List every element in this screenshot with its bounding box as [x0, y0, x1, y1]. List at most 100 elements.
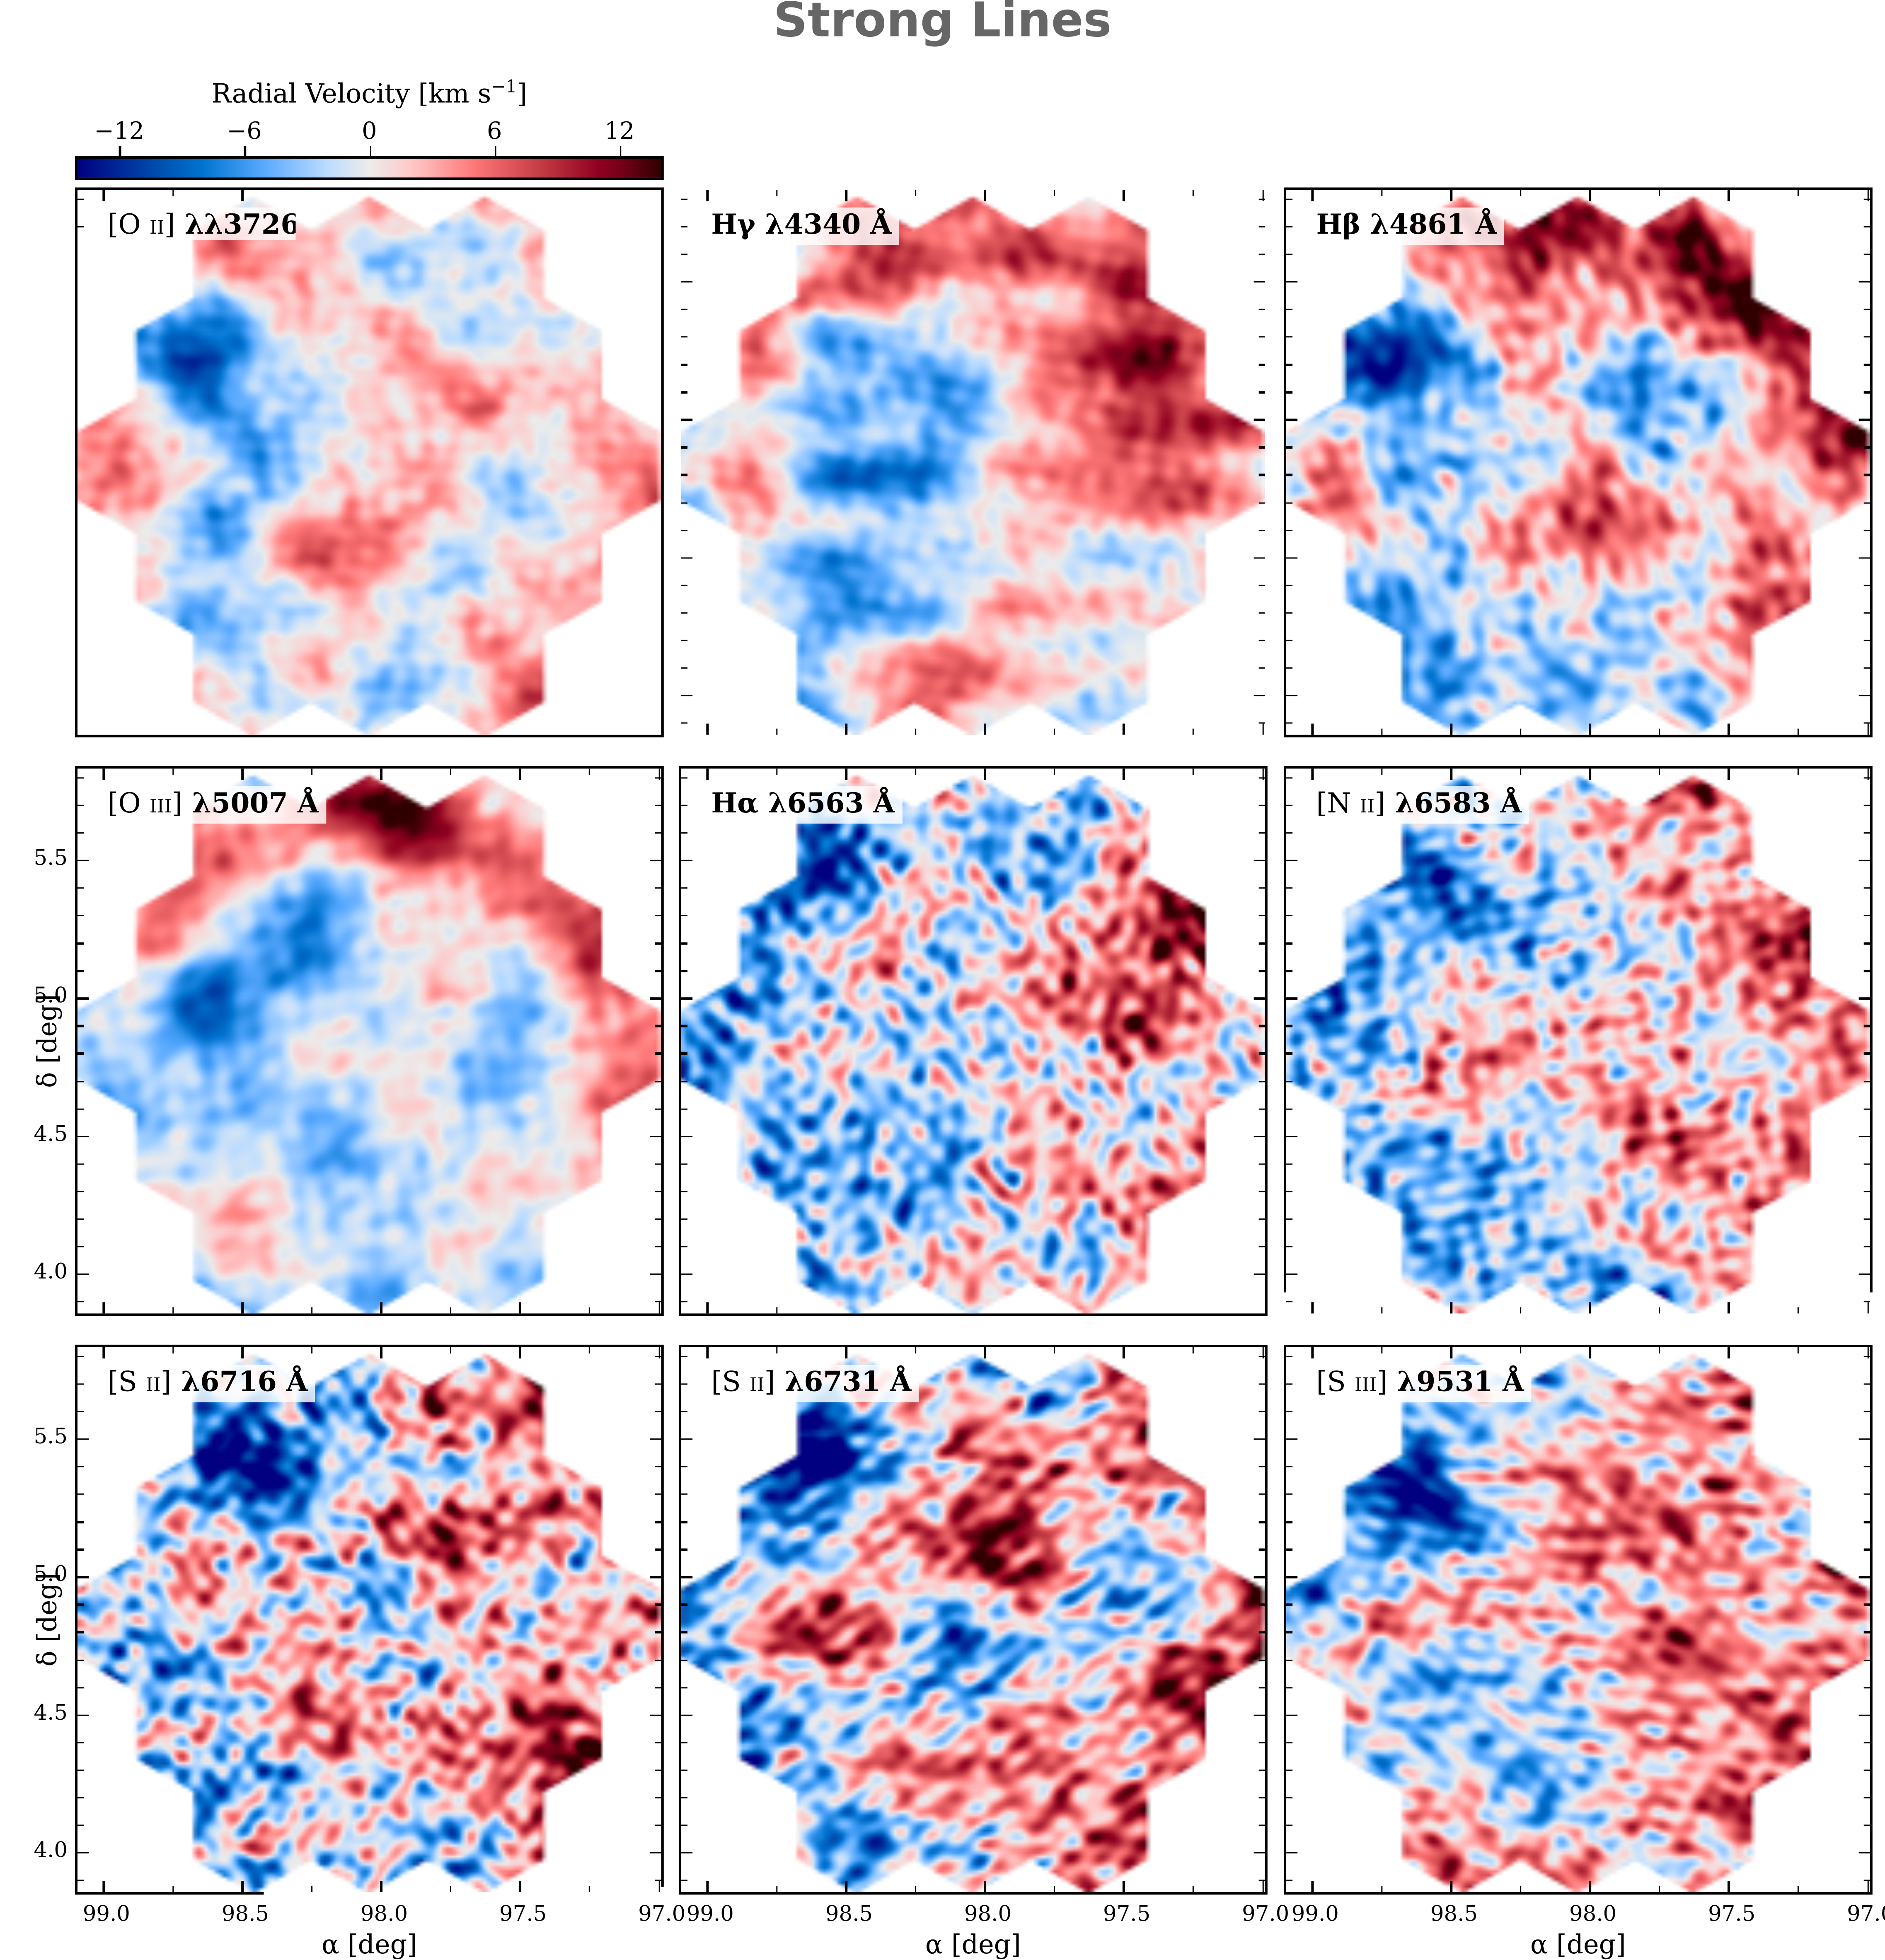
- axis-tick: [681, 1852, 692, 1854]
- label-ion: [N: [1316, 788, 1351, 819]
- axis-tick: [1312, 1881, 1313, 1892]
- axis-tick: [77, 667, 84, 669]
- axis-tick: [242, 769, 243, 780]
- axis-tick: [77, 364, 84, 365]
- y-tick-label: 4.5: [34, 1122, 68, 1147]
- axis-tick: [1193, 769, 1194, 775]
- axis-tick: [450, 1347, 452, 1353]
- axis-tick: [1728, 1881, 1730, 1892]
- axis-tick: [77, 1163, 84, 1165]
- axis-tick: [1659, 769, 1660, 775]
- axis-tick: [1659, 729, 1660, 735]
- axis-tick: [1259, 1742, 1265, 1743]
- axis-tick: [681, 887, 687, 889]
- axis-tick: [1589, 1881, 1591, 1892]
- axis-tick: [1259, 198, 1265, 200]
- axis-tick: [1286, 1108, 1292, 1110]
- axis-tick: [77, 943, 84, 944]
- axis-tick: [77, 1769, 84, 1771]
- axis-tick: [650, 1136, 661, 1137]
- axis-tick: [655, 1659, 661, 1661]
- axis-tick: [77, 1080, 84, 1082]
- axis-tick: [655, 474, 661, 476]
- axis-tick: [1659, 1307, 1660, 1313]
- axis-tick: [655, 1521, 661, 1523]
- axis-tick: [77, 502, 84, 503]
- axis-tick: [984, 769, 986, 780]
- axis-tick: [1254, 281, 1265, 283]
- axis-tick: [655, 1411, 661, 1413]
- axis-tick: [519, 724, 521, 735]
- axis-tick: [1589, 190, 1591, 201]
- axis-tick: [1864, 1742, 1870, 1743]
- axis-tick: [1259, 887, 1265, 889]
- x-tick-label: 98.0: [1569, 1902, 1616, 1927]
- axis-tick: [519, 1347, 521, 1358]
- axis-tick: [655, 1769, 661, 1771]
- axis-tick: [311, 769, 313, 775]
- map-panel: [S iii] λ9531 Å: [1284, 1345, 1873, 1895]
- axis-tick: [1312, 769, 1313, 780]
- label-wavelength: λ6563 Å: [758, 787, 895, 819]
- axis-tick: [1381, 769, 1383, 775]
- axis-tick: [77, 419, 89, 421]
- axis-tick: [1193, 729, 1194, 735]
- axis-tick: [1859, 998, 1870, 999]
- label-ionization-stage: iii: [1346, 1367, 1377, 1398]
- axis-tick: [380, 769, 382, 780]
- label-wavelength: λ4340 Å: [755, 209, 892, 241]
- axis-tick: [650, 695, 661, 696]
- axis-tick: [77, 1852, 89, 1854]
- velocity-map: [77, 1347, 661, 1892]
- axis-tick: [1864, 777, 1870, 779]
- colorbar-label-end: ]: [517, 79, 527, 109]
- axis-tick: [1259, 1356, 1265, 1357]
- axis-tick: [77, 1025, 84, 1027]
- axis-tick: [681, 1521, 687, 1523]
- axis-tick: [77, 1659, 84, 1661]
- axis-tick: [1864, 1053, 1870, 1054]
- axis-tick: [103, 1347, 104, 1358]
- axis-tick: [1867, 1881, 1868, 1892]
- axis-tick: [1520, 1347, 1522, 1353]
- label-wavelength: λ9531 Å: [1387, 1366, 1524, 1398]
- axis-tick: [1864, 529, 1870, 531]
- axis-tick: [1286, 777, 1292, 779]
- label-ion: [S: [1316, 1367, 1345, 1398]
- x-tick-label: 98.5: [1430, 1902, 1478, 1927]
- axis-tick: [1286, 1466, 1292, 1468]
- axis-tick: [1864, 1356, 1870, 1357]
- axis-tick: [1286, 1549, 1292, 1550]
- axis-tick: [681, 529, 687, 531]
- axis-tick: [707, 769, 708, 780]
- axis-tick: [1864, 887, 1870, 889]
- label-ion: [S: [711, 1367, 740, 1398]
- axis-tick: [77, 777, 84, 779]
- axis-tick: [776, 769, 778, 775]
- axis-tick: [77, 1880, 84, 1881]
- x-tick-label: 97.0: [638, 1902, 685, 1927]
- axis-tick: [1864, 1604, 1870, 1606]
- axis-tick: [681, 915, 687, 917]
- axis-tick: [681, 1742, 687, 1743]
- axis-tick: [681, 1025, 687, 1027]
- axis-tick: [77, 1246, 84, 1247]
- axis-tick: [1286, 309, 1292, 310]
- axis-tick: [655, 1687, 661, 1688]
- axis-tick: [1259, 502, 1265, 503]
- y-tick-label: 5.5: [34, 1425, 68, 1450]
- axis-tick: [1864, 1825, 1870, 1826]
- colorbar: [75, 156, 664, 180]
- axis-tick: [1259, 1053, 1265, 1054]
- axis-tick: [1286, 1576, 1297, 1578]
- axis-tick: [1859, 860, 1870, 861]
- axis-tick: [1286, 640, 1292, 641]
- axis-tick: [1864, 832, 1870, 834]
- axis-tick: [655, 805, 661, 806]
- axis-tick: [681, 1631, 687, 1633]
- axis-tick: [311, 1307, 313, 1313]
- axis-tick: [77, 1576, 89, 1578]
- axis-tick: [1254, 557, 1265, 558]
- map-panel: Hγ λ4340 Å: [679, 187, 1268, 737]
- colorbar-tick-label: −6: [227, 118, 262, 145]
